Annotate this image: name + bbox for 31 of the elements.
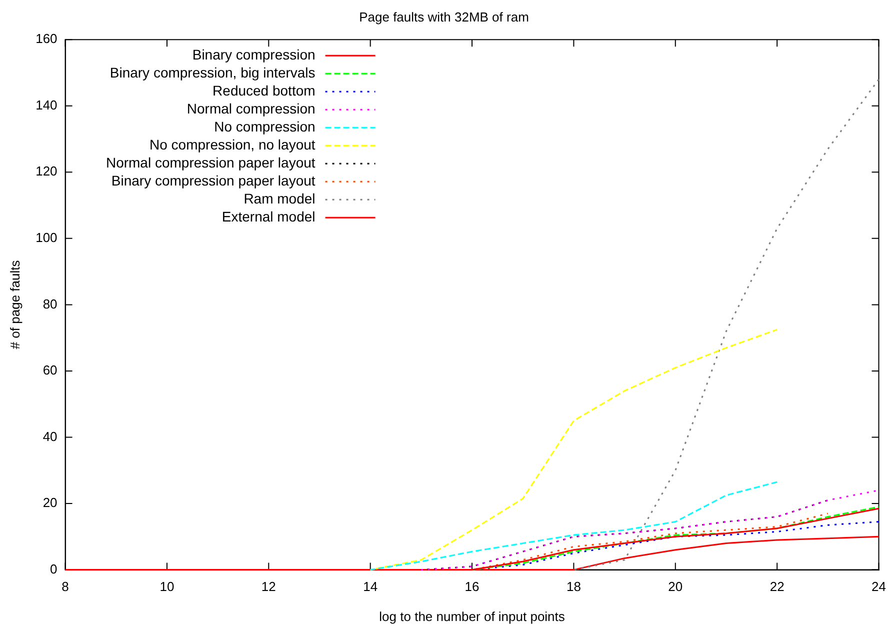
- x-tick-label: 24: [872, 579, 886, 594]
- chart-title: Page faults with 32MB of ram: [359, 9, 529, 24]
- y-tick-label: 80: [42, 296, 58, 312]
- legend-label: Ram model: [244, 190, 316, 206]
- x-axis-title: log to the number of input points: [379, 608, 566, 624]
- x-tick-label: 20: [668, 579, 683, 594]
- y-tick-label: 140: [36, 97, 58, 112]
- x-tick-label: 18: [566, 579, 581, 594]
- y-tick-label: 60: [42, 362, 58, 378]
- y-tick-label: 20: [42, 495, 58, 510]
- x-tick-label: 14: [363, 579, 378, 594]
- legend-label: Normal compression paper layout: [106, 154, 316, 170]
- y-tick-label: 120: [36, 164, 58, 179]
- x-tick-label: 22: [770, 579, 784, 594]
- legend-label: Binary compression: [192, 46, 316, 62]
- x-tick-label: 12: [261, 579, 276, 594]
- y-tick-label: 0: [50, 561, 58, 576]
- x-tick-label: 16: [464, 579, 480, 594]
- legend-label: No compression, no layout: [150, 136, 316, 152]
- legend-label: External model: [222, 208, 316, 224]
- x-tick-label: 8: [62, 579, 69, 594]
- legend-label: Binary compression, big intervals: [110, 64, 316, 80]
- x-tick-label: 10: [160, 579, 174, 594]
- legend-label: Normal compression: [186, 100, 316, 116]
- y-tick-label: 40: [42, 428, 58, 444]
- legend-label: Reduced bottom: [212, 82, 316, 98]
- y-tick-label: 160: [36, 31, 58, 46]
- y-tick-label: 100: [36, 230, 58, 246]
- legend-label: Binary compression paper layout: [111, 172, 316, 188]
- y-axis-title: # of page faults: [7, 260, 22, 350]
- legend-label: No compression: [214, 118, 316, 134]
